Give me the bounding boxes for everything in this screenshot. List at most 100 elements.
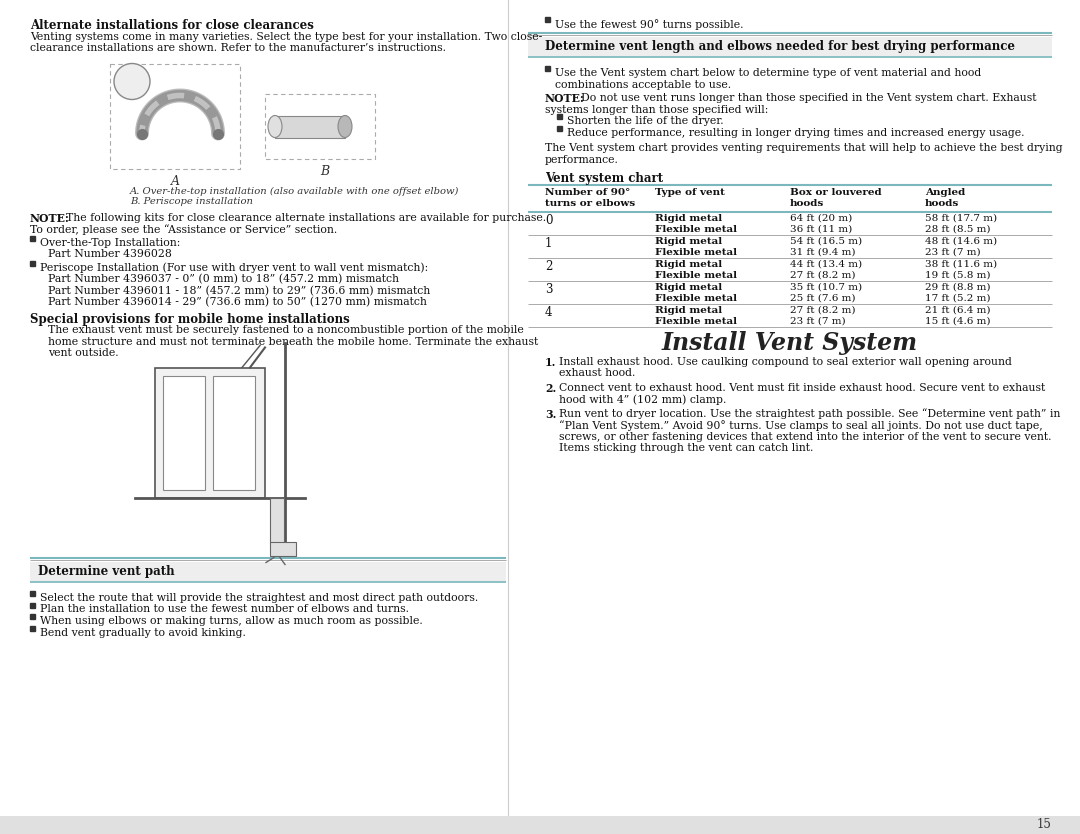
Text: Install exhaust hood. Use caulking compound to seal exterior wall opening around: Install exhaust hood. Use caulking compo… bbox=[559, 356, 1012, 366]
Text: Use the Vent system chart below to determine type of vent material and hood: Use the Vent system chart below to deter… bbox=[555, 68, 982, 78]
Bar bbox=[545, 66, 550, 71]
Bar bbox=[156, 368, 265, 498]
Text: Connect vent to exhaust hood. Vent must fit inside exhaust hood. Secure vent to : Connect vent to exhaust hood. Vent must … bbox=[559, 383, 1045, 393]
Text: NOTE:: NOTE: bbox=[30, 213, 70, 224]
Text: 31 ft (9.4 m): 31 ft (9.4 m) bbox=[789, 248, 855, 257]
Text: Select the route that will provide the straightest and most direct path outdoors: Select the route that will provide the s… bbox=[40, 593, 478, 603]
Text: Periscope Installation (For use with dryer vent to wall vent mismatch):: Periscope Installation (For use with dry… bbox=[40, 263, 429, 273]
Text: The following kits for close clearance alternate installations are available for: The following kits for close clearance a… bbox=[66, 213, 546, 223]
Text: hoods: hoods bbox=[924, 198, 959, 208]
Text: 1.: 1. bbox=[545, 356, 556, 368]
Bar bbox=[528, 185, 1052, 212]
Bar bbox=[270, 541, 296, 555]
Bar bbox=[213, 375, 255, 490]
Text: 3: 3 bbox=[545, 283, 553, 295]
Text: 44 ft (13.4 m): 44 ft (13.4 m) bbox=[789, 259, 862, 269]
Bar bbox=[557, 125, 562, 130]
Text: Rigid metal: Rigid metal bbox=[654, 237, 723, 245]
Text: 21 ft (6.4 m): 21 ft (6.4 m) bbox=[924, 305, 990, 314]
Text: 2.: 2. bbox=[545, 383, 556, 394]
Text: Vent system chart: Vent system chart bbox=[545, 172, 663, 185]
Text: Determine vent length and elbows needed for best drying performance: Determine vent length and elbows needed … bbox=[545, 39, 1015, 53]
Text: 64 ft (20 m): 64 ft (20 m) bbox=[789, 214, 852, 223]
Ellipse shape bbox=[268, 115, 282, 138]
Text: Over-the-Top Installation:: Over-the-Top Installation: bbox=[40, 238, 180, 248]
Text: 15: 15 bbox=[1037, 818, 1052, 831]
Text: Special provisions for mobile home installations: Special provisions for mobile home insta… bbox=[30, 313, 350, 325]
Text: Shorten the life of the dryer.: Shorten the life of the dryer. bbox=[567, 116, 724, 126]
Text: A. Over-the-top installation (also available with one offset elbow): A. Over-the-top installation (also avail… bbox=[130, 187, 459, 196]
Text: Number of 90°: Number of 90° bbox=[545, 188, 631, 197]
Text: 1: 1 bbox=[545, 237, 552, 249]
Text: 4: 4 bbox=[545, 305, 553, 319]
Text: The exhaust vent must be securely fastened to a noncombustible portion of the mo: The exhaust vent must be securely fasten… bbox=[48, 325, 524, 335]
Text: Rigid metal: Rigid metal bbox=[654, 214, 723, 223]
Text: B. Periscope installation: B. Periscope installation bbox=[130, 197, 253, 206]
Text: Items sticking through the vent can catch lint.: Items sticking through the vent can catc… bbox=[559, 443, 813, 453]
Text: NOTE:: NOTE: bbox=[545, 93, 585, 104]
Text: 28 ft (8.5 m): 28 ft (8.5 m) bbox=[924, 224, 990, 234]
Text: 29 ft (8.8 m): 29 ft (8.8 m) bbox=[924, 283, 990, 292]
Text: Flexible metal: Flexible metal bbox=[654, 294, 737, 303]
Text: B: B bbox=[321, 164, 329, 178]
Text: The Vent system chart provides venting requirements that will help to achieve th: The Vent system chart provides venting r… bbox=[545, 143, 1063, 153]
Text: Rigid metal: Rigid metal bbox=[654, 283, 723, 292]
Text: 23 ft (7 m): 23 ft (7 m) bbox=[924, 248, 981, 257]
Text: 58 ft (17.7 m): 58 ft (17.7 m) bbox=[924, 214, 997, 223]
Text: 54 ft (16.5 m): 54 ft (16.5 m) bbox=[789, 237, 862, 245]
Text: Run vent to dryer location. Use the straightest path possible. See “Determine ve: Run vent to dryer location. Use the stra… bbox=[559, 409, 1061, 420]
Text: Flexible metal: Flexible metal bbox=[654, 270, 737, 279]
Circle shape bbox=[114, 63, 150, 99]
Text: 27 ft (8.2 m): 27 ft (8.2 m) bbox=[789, 305, 855, 314]
Bar bbox=[275, 115, 345, 138]
Text: Box or louvered: Box or louvered bbox=[789, 188, 881, 197]
Text: 3.: 3. bbox=[545, 409, 556, 420]
Text: systems longer than those specified will:: systems longer than those specified will… bbox=[545, 104, 768, 114]
Text: Bend vent gradually to avoid kinking.: Bend vent gradually to avoid kinking. bbox=[40, 627, 246, 637]
Text: Alternate installations for close clearances: Alternate installations for close cleara… bbox=[30, 19, 314, 32]
Bar bbox=[30, 602, 35, 607]
Text: home structure and must not terminate beneath the mobile home. Terminate the exh: home structure and must not terminate be… bbox=[48, 336, 538, 346]
Bar bbox=[30, 614, 35, 619]
Text: Part Number 4396037 - 0” (0 mm) to 18” (457.2 mm) mismatch: Part Number 4396037 - 0” (0 mm) to 18” (… bbox=[48, 274, 399, 284]
Text: 25 ft (7.6 m): 25 ft (7.6 m) bbox=[789, 294, 855, 303]
Text: Install Vent System: Install Vent System bbox=[662, 330, 918, 354]
Text: A: A bbox=[171, 174, 179, 188]
Bar bbox=[30, 626, 35, 631]
Bar bbox=[163, 375, 205, 490]
Text: Flexible metal: Flexible metal bbox=[654, 248, 737, 257]
Text: 23 ft (7 m): 23 ft (7 m) bbox=[789, 316, 846, 325]
Text: 0: 0 bbox=[545, 214, 553, 227]
Text: Flexible metal: Flexible metal bbox=[654, 224, 737, 234]
Text: vent outside.: vent outside. bbox=[48, 348, 119, 358]
Text: hood with 4” (102 mm) clamp.: hood with 4” (102 mm) clamp. bbox=[559, 394, 727, 404]
Text: 48 ft (14.6 m): 48 ft (14.6 m) bbox=[924, 237, 997, 245]
Text: exhaust hood.: exhaust hood. bbox=[559, 368, 635, 378]
Text: 15 ft (4.6 m): 15 ft (4.6 m) bbox=[924, 316, 990, 325]
Bar bbox=[30, 235, 35, 240]
Text: screws, or other fastening devices that extend into the interior of the vent to : screws, or other fastening devices that … bbox=[559, 431, 1052, 441]
Text: Venting systems come in many varieties. Select the type best for your installati: Venting systems come in many varieties. … bbox=[30, 32, 542, 42]
Text: 17 ft (5.2 m): 17 ft (5.2 m) bbox=[924, 294, 990, 303]
Text: Use the fewest 90° turns possible.: Use the fewest 90° turns possible. bbox=[555, 19, 743, 30]
Text: Part Number 4396011 - 18” (457.2 mm) to 29” (736.6 mm) mismatch: Part Number 4396011 - 18” (457.2 mm) to … bbox=[48, 285, 430, 296]
Text: performance.: performance. bbox=[545, 154, 619, 164]
Text: 19 ft (5.8 m): 19 ft (5.8 m) bbox=[924, 270, 990, 279]
Text: When using elbows or making turns, allow as much room as possible.: When using elbows or making turns, allow… bbox=[40, 616, 422, 626]
Text: Plan the installation to use the fewest number of elbows and turns.: Plan the installation to use the fewest … bbox=[40, 605, 409, 615]
Text: Reduce performance, resulting in longer drying times and increased energy usage.: Reduce performance, resulting in longer … bbox=[567, 128, 1025, 138]
Text: 35 ft (10.7 m): 35 ft (10.7 m) bbox=[789, 283, 862, 292]
Text: “Plan Vent System.” Avoid 90° turns. Use clamps to seal all joints. Do not use d: “Plan Vent System.” Avoid 90° turns. Use… bbox=[559, 420, 1043, 431]
Text: 2: 2 bbox=[545, 259, 552, 273]
Bar bbox=[30, 561, 507, 581]
Text: Flexible metal: Flexible metal bbox=[654, 316, 737, 325]
Text: Part Number 4396028: Part Number 4396028 bbox=[48, 249, 172, 259]
Ellipse shape bbox=[338, 115, 352, 138]
Text: combinations acceptable to use.: combinations acceptable to use. bbox=[555, 79, 731, 89]
Text: Part Number 4396014 - 29” (736.6 mm) to 50” (1270 mm) mismatch: Part Number 4396014 - 29” (736.6 mm) to … bbox=[48, 297, 427, 307]
Text: hoods: hoods bbox=[789, 198, 824, 208]
Text: Type of vent: Type of vent bbox=[654, 188, 725, 197]
Text: 36 ft (11 m): 36 ft (11 m) bbox=[789, 224, 852, 234]
Text: 27 ft (8.2 m): 27 ft (8.2 m) bbox=[789, 270, 855, 279]
Text: Rigid metal: Rigid metal bbox=[654, 259, 723, 269]
